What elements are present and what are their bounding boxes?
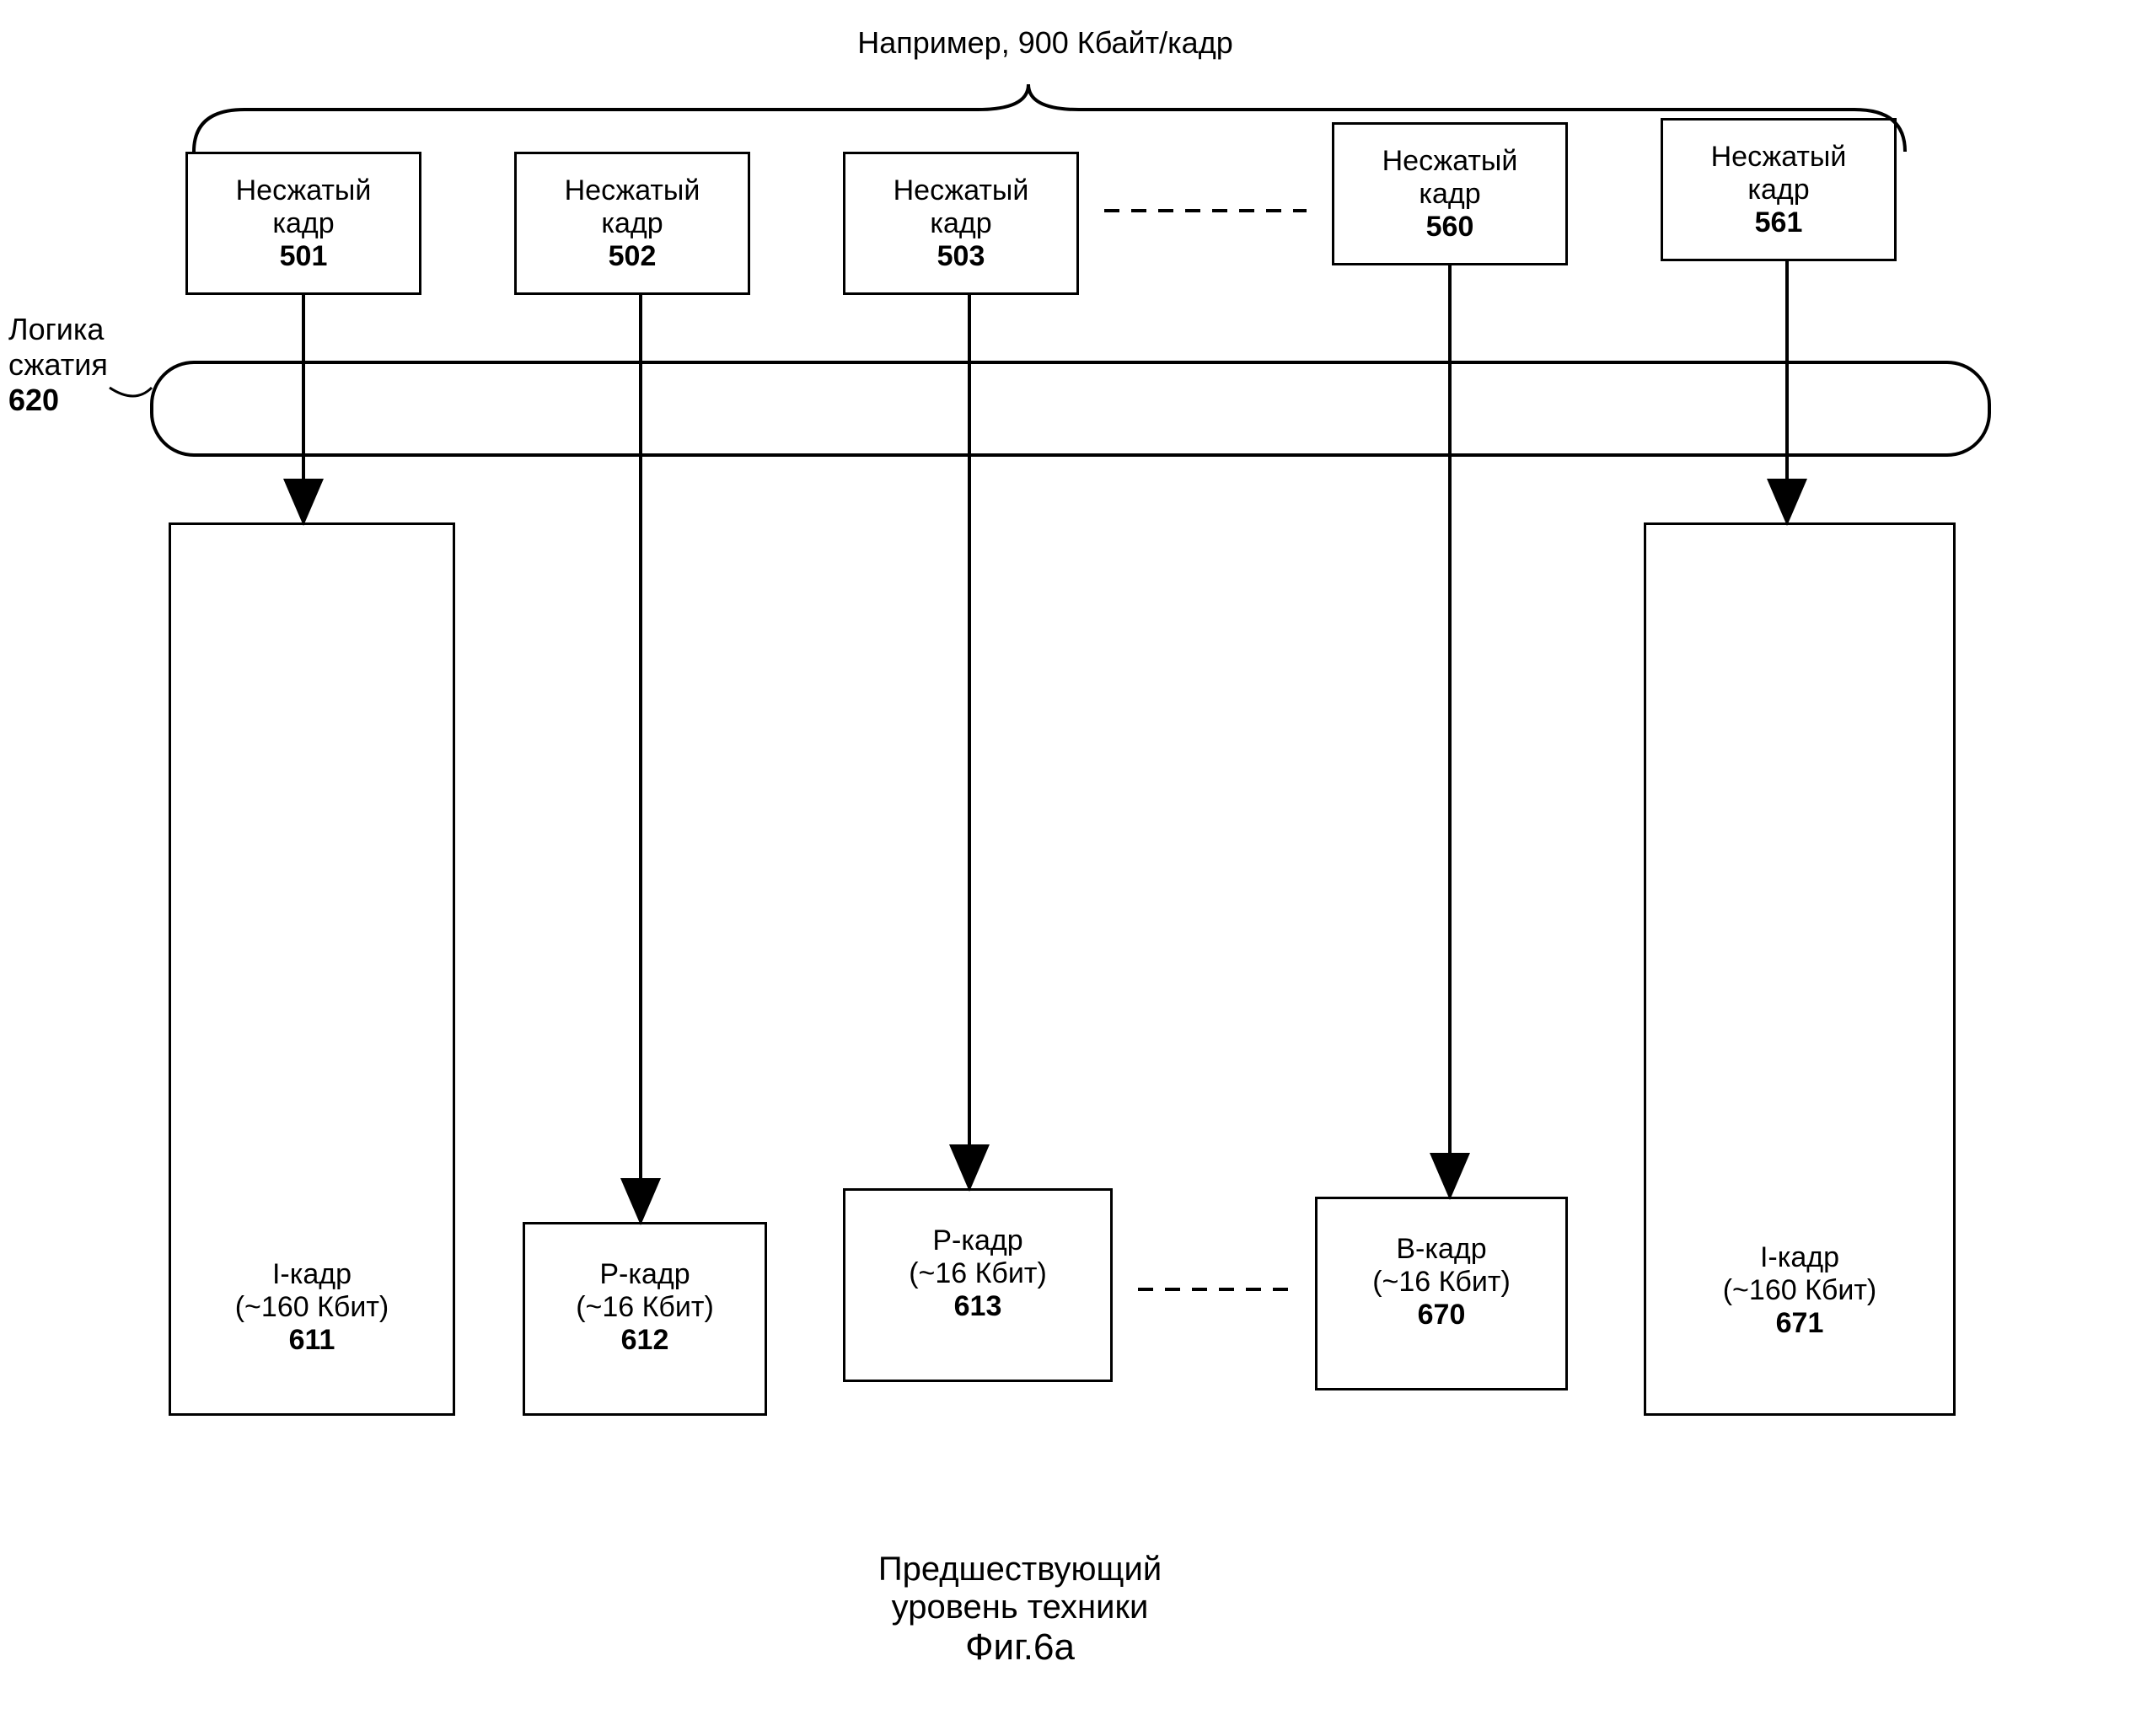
frame-num: 560 bbox=[1426, 211, 1474, 244]
frame-num: 561 bbox=[1755, 206, 1803, 239]
frame-size: (~16 Кбит) bbox=[1318, 1266, 1565, 1299]
header-label: Например, 900 Кбайт/кадр bbox=[792, 25, 1298, 61]
frame-num: 671 bbox=[1646, 1307, 1953, 1340]
header-text: Например, 900 Кбайт/кадр bbox=[857, 25, 1232, 60]
top-frame-box: Несжатыйкадр503 bbox=[843, 152, 1079, 295]
top-frame-box: Несжатыйкадр560 bbox=[1332, 122, 1568, 265]
frame-label: Несжатый bbox=[1711, 141, 1847, 174]
logic-num: 620 bbox=[8, 383, 59, 417]
frame-label: Несжатый bbox=[565, 174, 700, 207]
frame-label: Несжатый bbox=[1382, 145, 1518, 178]
logic-line1: Логика bbox=[8, 312, 104, 346]
top-frame-box: Несжатыйкадр502 bbox=[514, 152, 750, 295]
frame-num: 613 bbox=[845, 1290, 1110, 1323]
frame-type: I-кадр bbox=[1646, 1241, 1953, 1274]
frame-type: B-кадр bbox=[1318, 1233, 1565, 1266]
frame-type: I-кадр bbox=[171, 1258, 453, 1291]
frame-label: Несжатый bbox=[236, 174, 372, 207]
frame-size: (~16 Кбит) bbox=[845, 1257, 1110, 1290]
footer-line3: Фиг.6a bbox=[965, 1626, 1075, 1668]
top-frame-box: Несжатыйкадр561 bbox=[1661, 118, 1897, 261]
frame-type: P-кадр bbox=[525, 1258, 765, 1291]
frame-num: 501 bbox=[280, 240, 328, 273]
bottom-frame-box: B-кадр(~16 Кбит)670 bbox=[1315, 1197, 1568, 1390]
frame-num: 502 bbox=[609, 240, 657, 273]
logic-line2: сжатия bbox=[8, 347, 108, 382]
bottom-frame-box: I-кадр(~160 Кбит)671 bbox=[1644, 522, 1956, 1416]
frame-size: (~16 Кбит) bbox=[525, 1291, 765, 1324]
frame-label2: кадр bbox=[1747, 174, 1809, 206]
frame-num: 612 bbox=[525, 1324, 765, 1357]
frame-label2: кадр bbox=[930, 207, 991, 240]
frame-size: (~160 Кбит) bbox=[1646, 1274, 1953, 1307]
frame-label2: кадр bbox=[272, 207, 334, 240]
bottom-frame-box: P-кадр(~16 Кбит)613 bbox=[843, 1188, 1113, 1382]
logic-label: Логика сжатия 620 bbox=[8, 312, 143, 418]
frame-label2: кадр bbox=[601, 207, 663, 240]
frame-num: 503 bbox=[937, 240, 985, 273]
frame-label2: кадр bbox=[1419, 178, 1480, 211]
frame-label: Несжатый bbox=[894, 174, 1029, 207]
footer-label: Предшествующий уровень техники Фиг.6a bbox=[809, 1551, 1231, 1669]
footer-line1: Предшествующий bbox=[878, 1551, 1162, 1588]
frame-size: (~160 Кбит) bbox=[171, 1291, 453, 1324]
bottom-frame-box: I-кадр(~160 Кбит)611 bbox=[169, 522, 455, 1416]
frame-num: 670 bbox=[1318, 1299, 1565, 1331]
frame-num: 611 bbox=[171, 1324, 453, 1357]
bottom-frame-box: P-кадр(~16 Кбит)612 bbox=[523, 1222, 767, 1416]
top-frame-box: Несжатыйкадр501 bbox=[185, 152, 421, 295]
footer-line2: уровень техники bbox=[892, 1589, 1149, 1626]
frame-type: P-кадр bbox=[845, 1224, 1110, 1257]
